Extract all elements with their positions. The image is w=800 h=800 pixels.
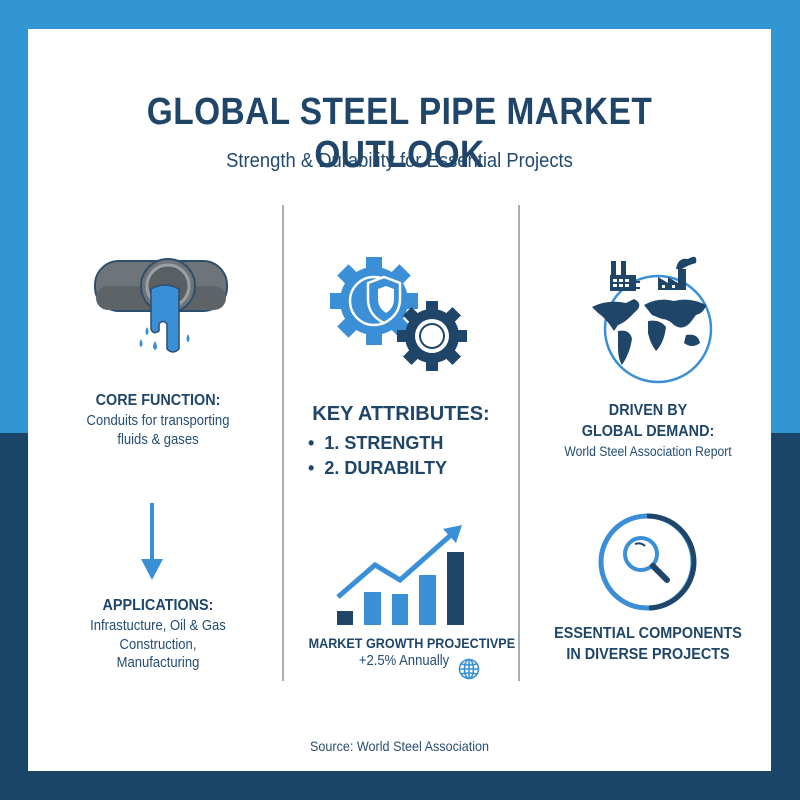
key-attributes-block: KEY ATTRIBUTES: 1. STRENGTH 2. DURABILTY [308, 401, 494, 482]
pipe-flowing-water-icon [94, 258, 228, 353]
key-attributes-list: 1. STRENGTH 2. DURABILTY [308, 431, 494, 482]
growth-rate: +2.5% Annually [358, 653, 450, 670]
report-reference: World Steel Association Report [564, 443, 732, 459]
market-growth-block: MARKET GROWTH PROJECTIVPE +2.5% Annually [298, 634, 516, 671]
page-title: GLOBAL STEEL PIPE MARKET OUTLOOK [146, 91, 653, 176]
core-function-heading: CORE FUNCTION: [95, 392, 221, 409]
globe-icon [458, 658, 480, 680]
core-function-block: CORE FUNCTION: Conduits for transporting… [48, 391, 268, 449]
attribute-item: 1. STRENGTH [308, 431, 494, 456]
globe-with-factories-icon [592, 256, 713, 384]
column-divider-2 [518, 205, 520, 681]
global-demand-heading: GLOBAL DEMAND: [581, 422, 715, 440]
down-arrow-icon [141, 503, 163, 580]
market-growth-heading: MARKET GROWTH PROJECTIVPE [308, 635, 516, 651]
gears-with-shield-icon [330, 257, 467, 371]
column-divider-1 [282, 205, 284, 681]
infographic-card: GLOBAL STEEL PIPE MARKET OUTLOOK Strengt… [28, 29, 771, 771]
source-footnote: Source: World Steel Association [309, 738, 490, 754]
essential-components-block: ESSENTIAL COMPONENTS IN DIVERSE PROJECTS [554, 625, 742, 663]
key-attributes-heading: KEY ATTRIBUTES: [312, 403, 490, 425]
applications-block: APPLICATIONS: Infrastucture, Oil & Gas C… [43, 596, 273, 673]
attribute-item: 2. DURABILTY [308, 456, 494, 481]
global-demand-block: DRIVEN BY GLOBAL DEMAND: World Steel Ass… [528, 401, 768, 460]
bar-chart-growth-icon [336, 525, 464, 625]
applications-heading: APPLICATIONS: [102, 597, 214, 614]
page-subtitle: Strength & Durability for Essential Proj… [226, 150, 573, 172]
magnifier-ring-icon [598, 513, 697, 611]
